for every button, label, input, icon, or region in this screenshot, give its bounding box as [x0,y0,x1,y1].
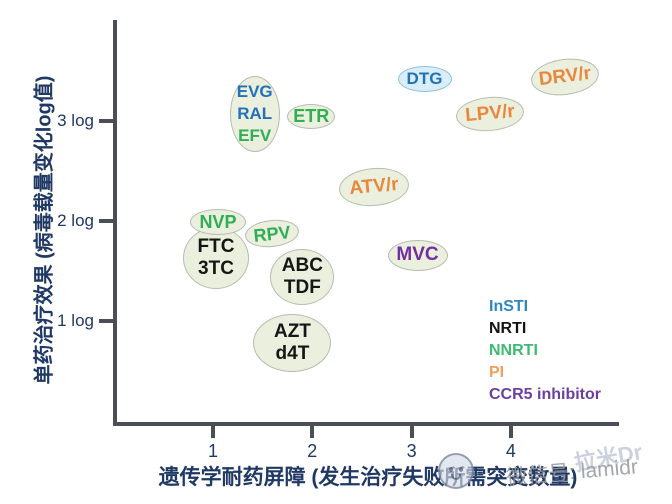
drug-label-lpv-r: LPV/r [464,100,516,127]
watermark-emoji-icon [438,453,474,489]
y-tick-label-2: 2 log [57,211,94,230]
drug-ellipse-mvc: MVC [387,239,448,271]
y-axis-line [113,20,117,426]
legend-item-nnrti: NNRTI [489,342,538,359]
x-tick-label-1: 1 [207,441,218,461]
drug-ellipse-nvp: NVP [189,209,246,235]
drug-label-abc: ABC [281,255,323,276]
drug-ellipse-abc-tdf: ABC TDF [270,249,335,305]
drug-label-dtg: DTG [406,69,443,88]
x-tick-mark-2 [310,426,315,438]
y-tick-label-1: 1 log [57,311,94,330]
legend-item-insti: InSTI [489,298,529,315]
drug-ellipse-lpv-r: LPV/r [454,94,526,134]
drug-ellipse-evg-ral-efv: EVG RAL EFV [229,76,280,152]
y-tick-mark-1 [99,319,114,323]
drug-ellipse-dtg: DTG [397,66,452,92]
drug-label-d4t: d4T [275,343,310,364]
drug-label-mvc: MVC [396,244,439,265]
x-tick-label-2: 2 [307,441,318,461]
drug-ellipse-ftc-3tc: FTC 3TC [182,227,249,289]
x-tick-mark-3 [409,426,414,438]
legend: InSTI NRTI NNRTI PI CCR5 inhibitor [489,296,601,406]
legend-item-nrti: NRTI [489,320,527,337]
y-tick-label-3: 3 log [57,111,94,130]
x-axis-line [113,422,619,426]
drug-ellipse-atv-r: ATV/r [337,165,411,209]
drug-label-tdf: TDF [283,277,321,298]
drug-ellipse-rpv: RPV [243,216,300,250]
drug-label-etr: ETR [293,106,330,126]
x-tick-mark-4 [508,426,513,438]
drug-label-ftc: FTC [197,236,235,257]
drug-label-3tc: 3TC [198,258,234,279]
legend-item-ccr5: CCR5 inhibitor [489,386,601,403]
x-tick-mark-1 [211,426,215,438]
drug-label-nvp: NVP [199,212,237,232]
drug-label-atv-r: ATV/r [348,173,400,200]
x-tick-label-3: 3 [406,441,417,461]
drug-ellipse-etr: ETR [287,103,336,129]
x-tick-label-4: 4 [505,441,516,461]
legend-item-pi: PI [489,364,505,381]
drug-label-efv: EFV [238,126,272,145]
drug-label-evg: EVG [236,82,273,101]
drug-label-azt: AZT [273,321,311,342]
drug-ellipse-drv-r: DRV/r [528,54,601,100]
drug-label-rpv: RPV [252,221,292,245]
drug-label-drv-r: DRV/r [537,62,592,91]
y-tick-mark-3 [99,119,114,123]
y-tick-mark-2 [99,219,114,223]
drug-label-ral: RAL [237,104,273,123]
drug-ellipse-azt-d4t: AZT d4T [253,314,332,372]
